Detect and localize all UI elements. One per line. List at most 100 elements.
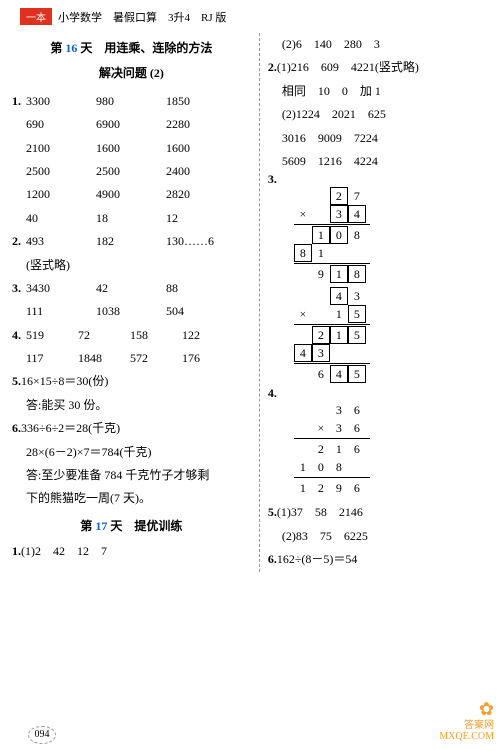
q3-label: 3. (12, 277, 26, 300)
q6: 6.336÷6÷2＝28(千克) (12, 417, 251, 440)
q1: 1.33009801850 69069002280 210016001600 2… (12, 90, 251, 230)
cell: 1 (312, 244, 330, 262)
q4: 4.51972158122 (12, 324, 251, 347)
b1-label: 1. (12, 540, 21, 563)
rq5-a: (1)37 58 2146 (277, 505, 363, 519)
q2-note: (竖式略) (12, 254, 251, 277)
cell: 8 (348, 265, 366, 283)
r2-label: 2. (268, 56, 277, 79)
q6-l1: 336÷6÷2＝28(千克) (21, 421, 120, 435)
header-text: 小学数学 暑假口算 3升4 RJ 版 (58, 9, 226, 25)
cell: 8 (330, 458, 348, 476)
q2: 2.493182130……6 (12, 230, 251, 253)
cell: 1 (330, 305, 348, 323)
r2: 2.(1)216 609 4221(竖式略) (268, 56, 488, 79)
cell: 3430 (26, 277, 96, 300)
cell: 122 (182, 324, 200, 347)
cell: 1848 (78, 347, 130, 370)
cell: 117 (26, 347, 78, 370)
cell: 18 (96, 207, 166, 230)
rq5-b: (2)83 75 6225 (268, 525, 488, 548)
cell: 12 (166, 207, 178, 230)
page-number: 094 (28, 726, 56, 744)
r3: 相同 10 0 加 1 (268, 80, 488, 103)
day-17-title: 第 17 天 提优训练 (12, 515, 251, 538)
content: 第 16 天 用连乘、连除的方法 解决问题 (2) 1.33009801850 … (0, 29, 500, 572)
cell: 1 (330, 265, 348, 283)
r1: (2)6 140 280 3 (268, 33, 488, 56)
cell: 130……6 (166, 230, 214, 253)
vertical-mul-3: 36 ×36 216 108 1296 (294, 401, 488, 497)
rq3-label: 3. (268, 173, 277, 185)
cell: 42 (96, 277, 166, 300)
cell: 493 (26, 230, 96, 253)
cell: 8 (294, 244, 312, 262)
cell: 4 (294, 344, 312, 362)
vertical-mul-1: 27 ×34 108 81 918 (294, 187, 488, 283)
cell: 6900 (96, 113, 166, 136)
cell: 1600 (96, 137, 166, 160)
r4: (2)1224 2021 625 (268, 103, 488, 126)
cell: 1 (330, 326, 348, 344)
cell: 2500 (96, 160, 166, 183)
cell: 2500 (26, 160, 96, 183)
wm-line1: 答案网 (439, 720, 494, 731)
cell: 519 (26, 324, 78, 347)
left-column: 第 16 天 用连乘、连除的方法 解决问题 (2) 1.33009801850 … (4, 33, 260, 572)
cell: 2 (312, 479, 330, 497)
cell: 158 (130, 324, 182, 347)
cell: 6 (312, 365, 330, 383)
day-number: 16 (65, 41, 77, 55)
wm-line2: MXQE.COM (439, 731, 494, 742)
cell: 6 (348, 479, 366, 497)
b1-text: (1)2 42 12 7 (21, 544, 107, 558)
cell: 1850 (166, 90, 190, 113)
cell: 2280 (166, 113, 190, 136)
q3: 3.34304288 (12, 277, 251, 300)
cell: 2400 (166, 160, 190, 183)
cell: 176 (182, 347, 200, 370)
day-number: 17 (95, 519, 107, 533)
page-header: 一本 小学数学 暑假口算 3升4 RJ 版 (0, 0, 500, 29)
cell: 504 (166, 300, 184, 323)
q5-label: 5. (12, 370, 21, 393)
cell: 88 (166, 277, 178, 300)
cell: 40 (26, 207, 96, 230)
cell: 182 (96, 230, 166, 253)
bottom-q1: 1.(1)2 42 12 7 (12, 540, 251, 563)
q1-label: 1. (12, 90, 26, 113)
q4-label: 4. (12, 324, 26, 347)
cell: 1600 (166, 137, 190, 160)
cell: 2820 (166, 183, 190, 206)
cell: 3300 (26, 90, 96, 113)
q5-expr: 16×15÷8＝30(份) (21, 374, 108, 388)
cell: 72 (78, 324, 130, 347)
rq6-text: 162÷(8－5)＝54 (277, 552, 358, 566)
rq6: 6.162÷(8－5)＝54 (268, 548, 488, 571)
cell: 9 (312, 265, 330, 283)
cell: 1038 (96, 300, 166, 323)
vertical-mul-2: 43 ×15 215 43 645 (294, 287, 488, 383)
cell: 9 (330, 479, 348, 497)
cell: 6 (348, 440, 366, 458)
cell: 572 (130, 347, 182, 370)
rq5: 5.(1)37 58 2146 (268, 501, 488, 524)
q6-l4: 下的熊猫吃一周(7 天)。 (12, 487, 251, 510)
r6: 5609 1216 4224 (268, 150, 488, 173)
q2-label: 2. (12, 230, 26, 253)
right-column: (2)6 140 280 3 2.(1)216 609 4221(竖式略) 相同… (260, 33, 496, 572)
day-suffix: 天 用连乘、连除的方法 (77, 41, 212, 55)
r5: 3016 9009 7224 (268, 127, 488, 150)
q6-l2: 28×(6－2)×7＝784(千克) (12, 441, 251, 464)
cell: 6 (348, 419, 366, 437)
cell: 5 (348, 326, 366, 344)
cell: 980 (96, 90, 166, 113)
q6-l3: 答:至少要准备 784 千克竹子才够剩 (12, 464, 251, 487)
q5: 5.16×15÷8＝30(份) (12, 370, 251, 393)
rq5-label: 5. (268, 501, 277, 524)
cell: 3 (330, 205, 348, 223)
cell: 3 (330, 419, 348, 437)
cell: 111 (26, 300, 96, 323)
cell: 2100 (26, 137, 96, 160)
cell: 1200 (26, 183, 96, 206)
